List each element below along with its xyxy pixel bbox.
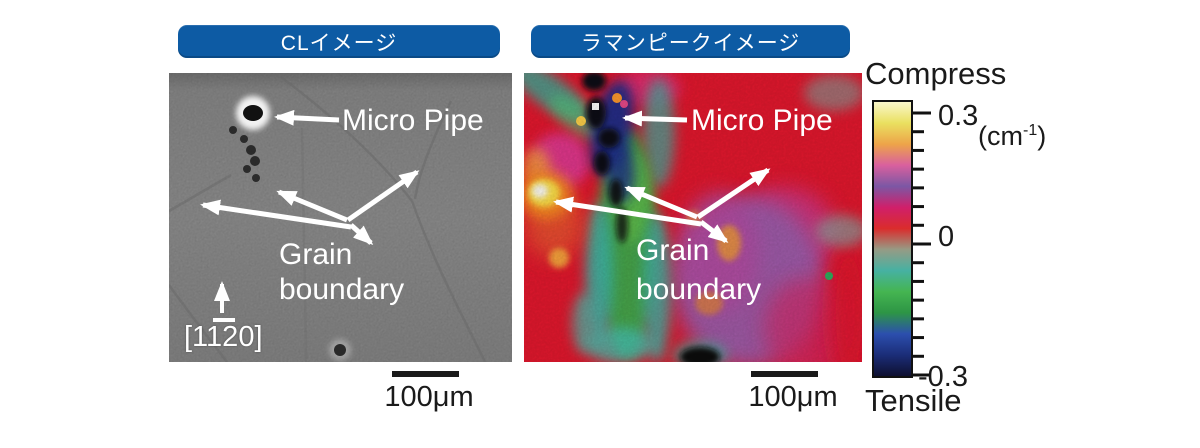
cl-annotation-texts: Micro Pipe Grain boundary [279, 104, 484, 306]
tensile-label: Tensile [865, 383, 962, 418]
colorbar-unit-label: (cm-1) [978, 121, 1047, 151]
raman-grain-arrow-left [553, 196, 702, 227]
cl-micro-pipe-label: Micro Pipe [342, 104, 484, 137]
cl-micro-pipe-arrow [274, 109, 340, 126]
colorbar-ticks [913, 111, 931, 377]
raman-micro-pipe-arrow [622, 110, 688, 127]
cl-image-title-pill: CLイメージ [178, 25, 500, 58]
cl-grain-boundary-lines [169, 76, 487, 362]
cl-micrograph: Micro Pipe Grain boundary [1120] [169, 73, 512, 362]
raman-grain-arrow-upleft [624, 185, 698, 220]
colorbar-min-label: -0.3 [918, 361, 968, 393]
colorbar-max-label: 0.3 [938, 100, 979, 132]
compress-label: Compress [865, 56, 1007, 91]
cl-grain-arrow-upright [346, 169, 420, 223]
cl-image-title: CLイメージ [280, 31, 398, 55]
cl-micro-pipe-defect [229, 96, 270, 182]
raman-micro-pipe-label: Micro Pipe [691, 104, 833, 137]
cl-annotation-arrows [200, 109, 420, 313]
raman-annotation-texts: Micro Pipe Grain boundary [636, 104, 833, 306]
cl-grain-arrow-downright [349, 223, 374, 246]
raman-image-title-pill: ラマンピークイメージ [531, 25, 850, 58]
cl-grain-arrow-upleft [276, 189, 348, 223]
raman-micrograph: Micro Pipe Grain boundary [524, 73, 862, 362]
raman-grain-boundary-label-line1: Grain [636, 234, 709, 267]
cl-scale-bar [392, 371, 459, 377]
raman-grain-boundary-label-line2: boundary [636, 273, 761, 306]
cl-scale-label: 100μm [384, 381, 474, 413]
raman-annotation-arrows [553, 110, 771, 243]
colorbar-gradient [872, 100, 913, 378]
raman-grain-arrow-upright [696, 167, 771, 220]
colorbar-zero-label: 0 [938, 221, 955, 253]
raman-scale-bar [751, 371, 818, 377]
raman-grain-arrow-downright [699, 220, 729, 243]
cl-grain-arrow-left [200, 199, 352, 230]
cl-grain-boundary-label-line1: Grain [279, 238, 352, 271]
raman-image-title: ラマンピークイメージ [580, 31, 801, 55]
cl-crystal-direction-label: [1120] [184, 321, 263, 353]
cl-dark-spot [329, 339, 351, 361]
cl-grain-boundary-label-line2: boundary [279, 273, 404, 306]
raman-scale-label: 100μm [748, 381, 838, 413]
